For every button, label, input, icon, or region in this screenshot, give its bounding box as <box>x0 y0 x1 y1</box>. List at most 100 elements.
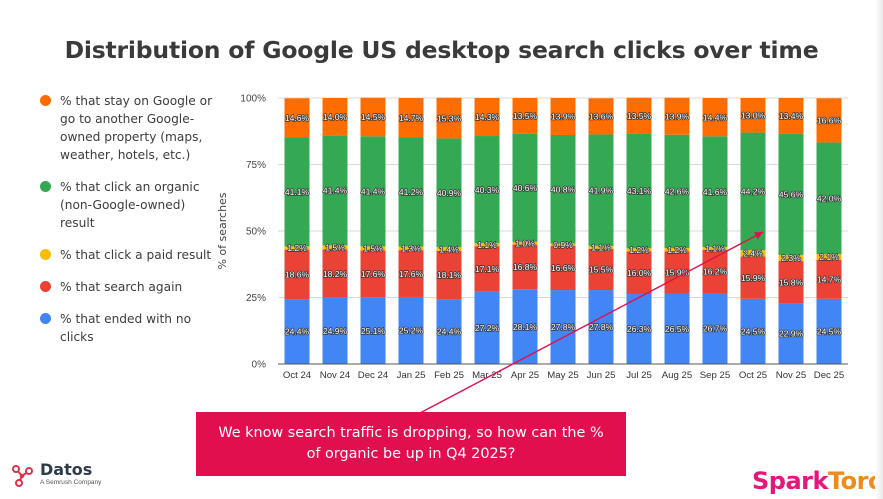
data-label: 14.6% <box>285 113 310 123</box>
data-label: 17.6% <box>361 269 386 279</box>
data-label: 14.5% <box>361 112 386 122</box>
bar-segment <box>512 244 538 290</box>
x-tick-label: Dec 25 <box>814 370 844 381</box>
datos-logo: Datos A Semrush Company <box>10 462 101 487</box>
legend-dot-yellow <box>40 249 51 260</box>
legend-dot-green <box>40 181 51 192</box>
data-label: 24.4% <box>285 327 310 337</box>
legend-dot-blue <box>40 313 51 324</box>
data-label: 42.6% <box>665 187 690 197</box>
arrow-head <box>754 232 763 240</box>
legend-item: % that stay on Google or go to another G… <box>40 92 215 164</box>
bar-segment <box>588 98 614 135</box>
data-label: 43.1% <box>627 186 652 196</box>
callout-box: We know search traffic is dropping, so h… <box>196 412 626 476</box>
data-label: 2.4% <box>743 249 763 259</box>
data-label: 27.8% <box>589 322 614 332</box>
bar-segment <box>322 135 348 246</box>
legend-item: % that search again <box>40 278 215 296</box>
data-label: 13.5% <box>513 111 538 121</box>
bar-segment <box>360 246 386 251</box>
datos-wordmark: Datos A Semrush Company <box>40 462 101 487</box>
data-label: 1.1% <box>591 243 611 253</box>
data-label: 22.9% <box>779 329 804 339</box>
bar-segment <box>436 250 462 300</box>
bar-segment <box>284 299 310 364</box>
x-tick-label: Apr 25 <box>511 370 539 381</box>
bar-segment <box>550 134 576 244</box>
data-label: 28.1% <box>513 322 538 332</box>
legend-label: % that ended with no clicks <box>60 312 192 344</box>
data-label: 13.4% <box>779 111 804 121</box>
x-tick-label: Sep 25 <box>700 370 730 381</box>
bar-segment <box>436 97 462 139</box>
bar-segment <box>816 298 842 364</box>
bar-segment <box>360 297 386 364</box>
bar-segment <box>664 293 690 364</box>
bar-segment <box>474 246 500 292</box>
legend-label: % that click an organic (non-Google-owne… <box>60 180 200 230</box>
data-label: 40.9% <box>437 188 462 198</box>
data-label: 13.5% <box>627 111 652 121</box>
data-label: 1.5% <box>325 243 345 253</box>
bar-segment <box>322 297 348 364</box>
bar-segment <box>550 245 576 291</box>
bar-segment <box>816 259 842 299</box>
legend-label: % that click a paid result <box>60 248 212 262</box>
bar-segment <box>816 254 842 260</box>
bar-segment <box>360 136 386 247</box>
bar-segment <box>284 98 310 138</box>
x-tick-label: Jun 25 <box>587 370 616 381</box>
bar-segment <box>512 133 538 242</box>
legend: % that stay on Google or go to another G… <box>40 92 215 360</box>
data-label: 26.3% <box>627 324 652 334</box>
right-edge-shadow <box>875 0 883 499</box>
y-axis-title: % of searches <box>216 192 229 269</box>
x-tick-label: Jul 25 <box>626 370 652 381</box>
callout-arrow <box>419 231 764 414</box>
y-tick-label: 75% <box>246 160 266 171</box>
y-tick-label: 100% <box>240 94 266 105</box>
bar-segment <box>436 247 462 251</box>
datos-subtitle: A Semrush Company <box>40 479 102 486</box>
data-label: 41.2% <box>399 187 424 197</box>
bar-segment <box>436 138 462 248</box>
data-label: 1.5% <box>363 244 383 254</box>
data-label: 2.1% <box>819 252 839 262</box>
data-label: 17.6% <box>399 269 424 279</box>
legend-dot-orange <box>40 95 51 106</box>
data-label: 13.9% <box>551 112 576 122</box>
legend-label: % that stay on Google or go to another G… <box>60 94 213 162</box>
data-label: 14.0% <box>323 112 348 122</box>
data-label: 15.5% <box>589 265 614 275</box>
bar-segment <box>284 249 310 300</box>
data-label: 14.7% <box>817 274 842 284</box>
bar-segment <box>474 98 500 137</box>
data-label: 41.9% <box>589 185 614 195</box>
bar-segment <box>588 245 614 249</box>
data-label: 40.6% <box>513 183 538 193</box>
bar-segment <box>664 248 690 252</box>
bar-segment <box>778 98 804 134</box>
x-tick-label: Feb 25 <box>434 370 464 381</box>
bar-segment <box>398 137 424 247</box>
bar-segment <box>398 296 424 364</box>
bar-segment <box>740 98 766 133</box>
bar-segment <box>588 290 614 364</box>
bar-segment <box>702 136 728 247</box>
data-label: 1.3% <box>401 244 421 254</box>
bar-segment <box>778 254 804 262</box>
data-label: 24.5% <box>741 327 766 337</box>
bar-segment <box>512 289 538 364</box>
bar-segment <box>740 132 766 251</box>
axes: 0% 25% 50% 75% 100% % of searches Oct 24 Nov 24… <box>216 94 848 381</box>
data-label: 16.8% <box>513 262 538 272</box>
data-label: 14.7% <box>399 113 424 123</box>
data-label: 45.6% <box>779 189 804 199</box>
bar-segment <box>322 245 348 250</box>
bar-segment <box>284 246 310 250</box>
bar-segment <box>778 133 804 255</box>
bar-segment <box>360 250 386 298</box>
